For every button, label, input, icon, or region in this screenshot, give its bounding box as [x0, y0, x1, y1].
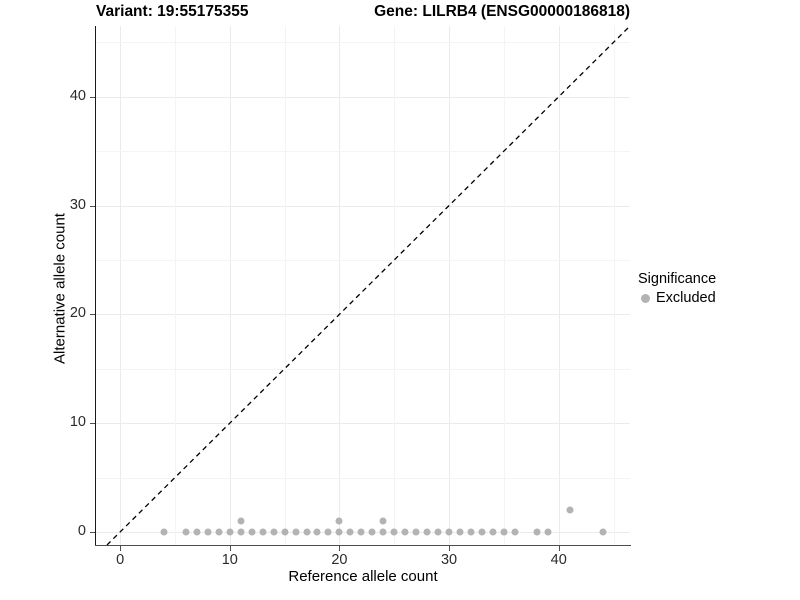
gridline-vertical: [284, 26, 286, 545]
gridline-vertical: [120, 26, 122, 545]
data-point: [500, 528, 508, 536]
data-point: [456, 528, 464, 536]
data-point: [259, 528, 267, 536]
data-point: [281, 528, 289, 536]
data-point: [412, 528, 420, 536]
y-tick-mark: [90, 423, 95, 425]
data-point: [215, 528, 223, 536]
data-point: [368, 528, 376, 536]
data-point: [204, 528, 212, 536]
y-tick-mark: [90, 96, 95, 98]
gridline-horizontal: [96, 423, 630, 425]
gridline-horizontal: [96, 368, 630, 370]
x-tick-label: 10: [221, 552, 238, 568]
data-point: [313, 528, 321, 536]
data-point: [182, 528, 190, 536]
plot-panel: [96, 26, 630, 545]
data-point: [423, 528, 431, 536]
gridline-horizontal: [96, 314, 630, 316]
y-axis-line: [95, 26, 97, 546]
x-axis-label: Reference allele count: [288, 568, 438, 585]
x-tick-mark: [339, 546, 341, 551]
data-point: [511, 528, 519, 536]
data-point: [193, 528, 201, 536]
x-tick-mark: [449, 546, 451, 551]
gridline-horizontal: [96, 96, 630, 98]
data-point: [226, 528, 234, 536]
variant-title: Variant: 19:55175355: [96, 3, 249, 20]
x-axis-line: [95, 545, 631, 547]
y-tick-mark: [90, 205, 95, 207]
gridline-vertical: [558, 26, 560, 545]
y-tick-label: 30: [69, 196, 86, 213]
x-tick-label: 20: [331, 552, 348, 568]
data-point: [379, 517, 387, 525]
x-tick-label: 40: [550, 552, 567, 568]
data-point: [379, 528, 387, 536]
gridline-vertical: [613, 26, 615, 545]
data-point: [401, 528, 409, 536]
data-point: [566, 506, 574, 514]
gridline-horizontal: [96, 42, 630, 44]
data-point: [533, 528, 541, 536]
data-point: [357, 528, 365, 536]
data-point: [292, 528, 300, 536]
x-tick-label: 30: [440, 552, 458, 568]
y-tick-label: 40: [69, 87, 86, 104]
data-point: [324, 528, 332, 536]
data-point: [335, 517, 343, 525]
legend: Significance Excluded: [638, 271, 796, 306]
data-point: [248, 528, 256, 536]
gridline-horizontal: [96, 205, 630, 207]
gridline-horizontal: [96, 151, 630, 153]
data-point: [478, 528, 486, 536]
gridline-vertical: [449, 26, 451, 545]
legend-items: Excluded: [638, 290, 796, 306]
data-point: [599, 528, 607, 536]
plot-title-row: Variant: 19:55175355 Gene: LILRB4 (ENSG0…: [96, 3, 630, 25]
data-point: [467, 528, 475, 536]
y-tick-mark: [90, 314, 95, 316]
x-tick-mark: [120, 546, 122, 551]
x-tick-mark: [229, 546, 231, 551]
legend-key-dot-icon: [641, 293, 650, 303]
gene-title: Gene: LILRB4 (ENSG00000186818): [374, 3, 630, 20]
x-tick-label: 0: [116, 552, 125, 568]
y-tick-label: 10: [69, 414, 86, 431]
diagonal-reference-line: [106, 26, 630, 545]
gridline-horizontal: [96, 477, 630, 479]
gridline-horizontal: [96, 259, 630, 261]
data-point: [270, 528, 278, 536]
data-point: [434, 528, 442, 536]
gridline-vertical: [339, 26, 341, 545]
gridline-vertical: [394, 26, 396, 545]
data-point: [390, 528, 398, 536]
y-tick-label: 20: [69, 305, 86, 322]
data-point: [237, 517, 245, 525]
data-point: [160, 528, 168, 536]
gridline-vertical: [174, 26, 176, 545]
y-axis-label: Alternative allele count: [51, 213, 69, 364]
data-point: [346, 528, 354, 536]
data-point: [445, 528, 453, 536]
legend-item[interactable]: Excluded: [641, 290, 796, 306]
data-point: [237, 528, 245, 536]
legend-item-label: Excluded: [656, 290, 716, 306]
y-tick-label: 0: [77, 522, 86, 539]
data-point: [303, 528, 311, 536]
x-tick-mark: [558, 546, 560, 551]
data-point: [489, 528, 497, 536]
data-point: [335, 528, 343, 536]
data-point: [544, 528, 552, 536]
gridline-vertical: [503, 26, 505, 545]
gridline-vertical: [229, 26, 231, 545]
y-tick-mark: [90, 531, 95, 533]
legend-title: Significance: [638, 271, 717, 287]
